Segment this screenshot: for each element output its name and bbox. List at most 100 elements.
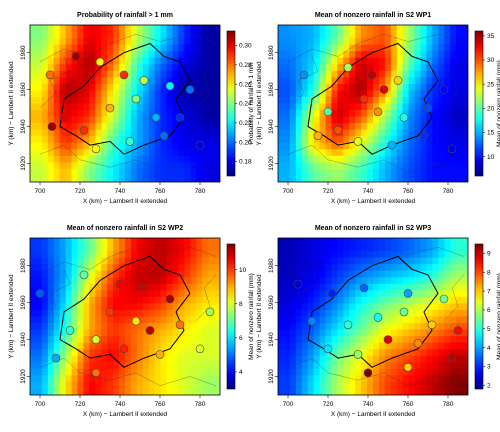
y-tick-label: 1960 <box>268 82 275 97</box>
colorbar-tick-label: 0.24 <box>239 101 252 108</box>
y-tick-label: 1960 <box>268 295 275 310</box>
x-tick-label: 700 <box>283 188 294 195</box>
rain-gauge-station <box>79 126 89 135</box>
x-tick-label: 760 <box>403 188 414 195</box>
rain-gauge-station <box>119 70 129 80</box>
y-tick-label: 1920 <box>20 369 27 384</box>
rain-gauge-station <box>353 137 363 146</box>
rain-gauge-station <box>131 94 141 104</box>
rain-gauge-station <box>447 144 457 154</box>
rain-gauge-station <box>353 350 363 359</box>
colorbar-tick-label: 35 <box>487 33 495 40</box>
colorbar-label: Mean of nonzero rainfall (mm) <box>496 273 500 360</box>
relief-contours <box>287 246 465 387</box>
colorbar-tick-label: 2 <box>487 382 491 389</box>
y-axis-label: Y (km) − Lambert II extended <box>256 274 263 359</box>
rain-gauge-station <box>195 344 205 354</box>
rainfall-field <box>278 25 468 182</box>
rainfall-field <box>278 238 468 395</box>
rain-gauge-station <box>45 70 55 80</box>
rain-gauge-station <box>115 279 125 289</box>
rain-gauge-station <box>423 103 433 113</box>
rain-gauge-station <box>399 113 409 122</box>
catchment-outline <box>59 255 191 368</box>
rain-gauge-station <box>323 344 333 354</box>
x-tick-label: 780 <box>443 188 454 195</box>
rain-gauge-station <box>91 144 101 154</box>
colorbar <box>226 30 236 177</box>
rain-gauge-station <box>105 103 115 113</box>
map-panel-2: Mean of nonzero rainfall in S2 WP1 700 720… <box>256 12 500 205</box>
rain-gauge-station <box>383 335 393 344</box>
y-tick-label: 1980 <box>20 45 27 60</box>
relief-contours <box>287 33 465 174</box>
rain-gauge-station <box>205 307 215 317</box>
x-axis-label: X (km) − Lambert II extended <box>331 411 416 418</box>
colorbar-tick-label: 4 <box>487 345 491 352</box>
y-tick-label: 1920 <box>20 156 27 171</box>
rain-gauge-station <box>293 279 303 289</box>
y-tick-label: 1920 <box>268 156 275 171</box>
colorbar-tick-label: 10 <box>487 154 495 161</box>
x-tick-label: 740 <box>115 401 126 408</box>
panel-title: Probability of rainfall > 1 mm <box>77 12 173 19</box>
rain-gauge-station <box>379 85 389 94</box>
rain-gauge-station <box>139 283 149 293</box>
y-tick-label: 1940 <box>20 119 27 134</box>
rain-gauge-station <box>91 335 101 344</box>
rain-gauge-station <box>299 70 309 80</box>
colorbar-tick-label: 6 <box>487 307 491 314</box>
map-panel-4: Mean of nonzero rainfall in S2 WP3 700 720… <box>256 225 500 418</box>
x-tick-label: 740 <box>363 401 374 408</box>
y-tick-label: 1960 <box>20 82 27 97</box>
rain-gauge-station <box>313 131 323 141</box>
rain-gauge-station <box>145 326 155 335</box>
colorbar-tick-label: 0.26 <box>239 81 252 88</box>
rain-gauge-station <box>393 76 403 85</box>
x-tick-label: 780 <box>195 401 206 408</box>
x-tick-label: 780 <box>195 188 206 195</box>
colorbar-tick-label: 8 <box>487 269 491 276</box>
rain-gauge-station <box>413 338 423 348</box>
rain-gauge-station <box>65 326 75 335</box>
x-tick-label: 700 <box>35 401 46 408</box>
rain-gauge-station <box>427 320 437 330</box>
rainfall-field <box>30 25 220 182</box>
rain-gauge-station <box>165 81 175 91</box>
colorbar-tick-label: 3 <box>487 364 491 371</box>
y-axis-label: Y (km) − Lambert II extended <box>8 61 15 146</box>
rain-gauge-station <box>185 85 195 94</box>
colorbar-label: Mean of nonzero rainfall (mm) <box>496 60 500 147</box>
rain-gauge-station <box>387 140 397 150</box>
map-panel-1: Probability of rainfall > 1 mm 700 720 740 7… <box>8 12 255 205</box>
rain-gauge-station <box>195 140 205 150</box>
rainfall-field <box>30 238 220 395</box>
colorbar-tick-label: 30 <box>487 57 495 64</box>
colorbar-tick-label: 6 <box>239 335 243 342</box>
plot-frame <box>29 24 221 183</box>
panel-title: Mean of nonzero rainfall in S2 WP2 <box>67 225 183 232</box>
rain-gauge-station <box>447 353 457 363</box>
x-axis-label: X (km) − Lambert II extended <box>83 411 168 418</box>
rain-gauge-station <box>59 113 69 122</box>
x-tick-label: 760 <box>155 401 166 408</box>
panel-title: Mean of nonzero rainfall in S2 WP1 <box>315 12 431 19</box>
rain-gauge-station <box>323 107 333 117</box>
rain-gauge-station <box>327 289 337 298</box>
colorbar-label: Probability of rainfall > 1 mm <box>248 62 255 144</box>
y-tick-label: 1940 <box>20 332 27 347</box>
rain-gauge-station <box>159 131 169 141</box>
colorbar-tick-label: 0.28 <box>239 62 252 69</box>
x-tick-label: 760 <box>403 401 414 408</box>
rain-gauge-station <box>175 320 185 330</box>
rain-gauge-station <box>155 350 165 359</box>
y-tick-label: 1940 <box>268 332 275 347</box>
rain-gauge-station <box>419 131 429 141</box>
rain-gauge-station <box>91 368 101 378</box>
colorbar <box>226 243 236 390</box>
rain-gauge-station <box>125 137 135 146</box>
y-tick-label: 1920 <box>268 369 275 384</box>
catchment-outline <box>59 42 191 155</box>
rain-gauge-station <box>307 316 317 326</box>
